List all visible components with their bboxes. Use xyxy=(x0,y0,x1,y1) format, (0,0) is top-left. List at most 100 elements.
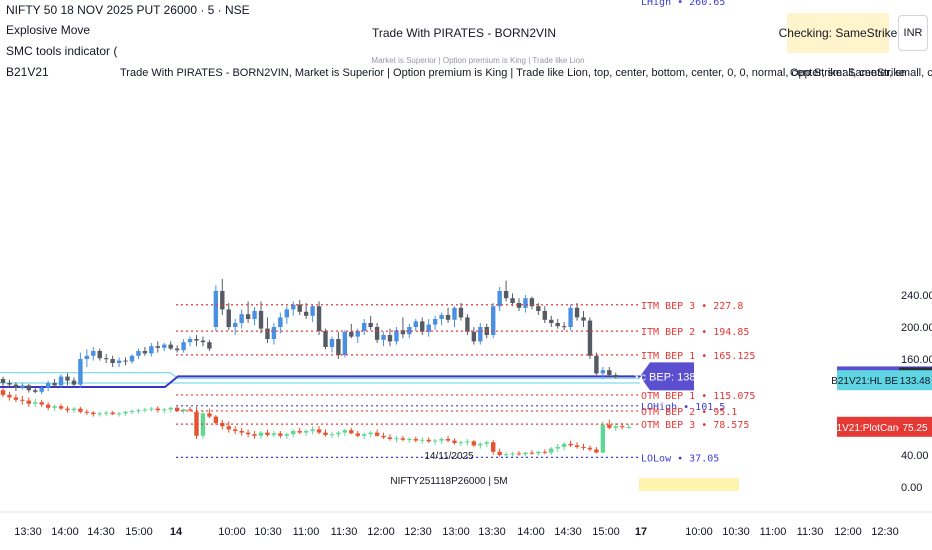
plot-candle-body xyxy=(407,439,412,440)
plot-candle-body xyxy=(536,451,541,454)
plot-candle-body xyxy=(355,433,360,436)
plot-candle-body xyxy=(0,390,6,395)
main-candle-body xyxy=(432,319,438,325)
date-label: 14/11/2025 xyxy=(424,451,474,462)
main-candle-body xyxy=(181,342,186,351)
y-tick-label: 200.00 xyxy=(901,322,932,334)
main-candle-body xyxy=(200,340,206,343)
plot-candle-body xyxy=(252,434,257,436)
main-candle-body xyxy=(374,327,380,340)
main-candle-body xyxy=(471,331,477,342)
plot-candle-body xyxy=(626,427,631,428)
plot-candle-body xyxy=(381,435,386,438)
main-candle-body xyxy=(291,304,296,310)
plot-candle-body xyxy=(555,447,560,449)
plot-candle-body xyxy=(574,445,580,447)
plot-candle-body xyxy=(542,451,547,453)
main-candle-body xyxy=(278,317,283,327)
indicator-legend-explosive-move[interactable]: Explosive Move xyxy=(6,23,91,37)
price-tag-value-bg xyxy=(899,416,932,437)
x-tick-label: 14:00 xyxy=(51,526,79,538)
main-candle-body xyxy=(407,327,412,335)
main-candle-body xyxy=(581,317,586,321)
plot-candle-body xyxy=(181,409,186,411)
x-tick-label: 15:00 xyxy=(125,526,153,538)
y-tick-label: 0.00 xyxy=(901,482,922,494)
main-candle-body xyxy=(574,307,580,318)
main-candle-body xyxy=(323,331,328,347)
symbol-footer: NIFTY251118P26000 | 5M xyxy=(390,476,507,487)
plot-candle-body xyxy=(310,429,315,431)
main-candle-body xyxy=(368,323,373,327)
main-candle-body xyxy=(549,319,554,323)
main-candle-body xyxy=(252,311,257,319)
main-candle-body xyxy=(149,346,154,354)
plot-candle-body xyxy=(303,431,309,433)
main-candle-body xyxy=(110,359,115,363)
main-candle-body xyxy=(607,370,612,375)
plot-candle-body xyxy=(45,404,51,408)
level-label: ITM BEP 2 • 194.85 xyxy=(641,327,749,338)
x-tick-label: 12:00 xyxy=(367,526,395,538)
currency-button[interactable]: INR xyxy=(898,15,928,51)
plot-candle-body xyxy=(20,399,25,401)
x-tick-label: 10:00 xyxy=(685,526,713,538)
x-tick-label: 10:00 xyxy=(218,526,246,538)
main-candle-body xyxy=(91,351,96,356)
price-tag-name-bg xyxy=(837,416,899,437)
main-candle-body xyxy=(510,298,515,303)
plot-candle-body xyxy=(13,397,19,400)
plot-candle-body xyxy=(239,431,244,433)
main-candle-body xyxy=(523,298,528,308)
main-candle-body xyxy=(587,320,593,356)
main-candle-body xyxy=(116,360,122,363)
plot-candle-body xyxy=(123,411,128,414)
plot-candle-body xyxy=(568,443,573,446)
main-candle-body xyxy=(394,330,399,342)
main-candle-body xyxy=(65,376,70,381)
x-tick-label: 14:00 xyxy=(517,526,545,538)
indicator-legend-b21v21[interactable]: B21V21 xyxy=(6,65,49,79)
main-candle-body xyxy=(194,339,199,341)
plot-candle-body xyxy=(116,413,122,415)
x-tick-label: 11:30 xyxy=(797,526,824,538)
plot-candle-body xyxy=(471,441,477,446)
price-tag-value: 133.48 xyxy=(900,376,931,387)
x-tick-label: 13:30 xyxy=(14,526,42,538)
plot-candle-body xyxy=(52,406,57,408)
plot-candle-body xyxy=(413,439,418,441)
plot-candle-body xyxy=(174,407,180,411)
plot-candle-body xyxy=(187,409,193,411)
indicator-settings-text: Trade With PIRATES - BORN2VIN, Market is… xyxy=(120,67,932,79)
main-candle-body xyxy=(7,383,12,385)
main-candle-body xyxy=(207,342,212,349)
main-candle-body xyxy=(226,309,231,327)
plot-candle-body xyxy=(465,441,470,443)
x-tick-label: 15:00 xyxy=(592,526,620,538)
symbol-legend-title[interactable]: NIFTY 50 18 NOV 2025 PUT 26000 · 5 · NSE xyxy=(6,3,250,17)
main-candle-body xyxy=(355,331,360,337)
plot-candle-body xyxy=(7,395,12,398)
main-candle-body xyxy=(123,360,128,362)
plot-candle-body xyxy=(613,426,618,428)
indicator-legend-smc-tools[interactable]: SMC tools indicator ( xyxy=(6,44,118,58)
plot-candle-body xyxy=(523,452,528,455)
level-label: ITM BEP 1 • 165.125 xyxy=(641,351,755,362)
level-label: OTM BEP 1 • 115.075 xyxy=(641,391,755,402)
plot-candle-body xyxy=(162,409,167,411)
plot-candle-body xyxy=(129,411,135,412)
plot-candle-body xyxy=(297,431,302,433)
plot-candle-body xyxy=(316,429,322,433)
plot-candle-body xyxy=(245,432,251,435)
main-candle-body xyxy=(168,344,173,349)
main-candle-body xyxy=(13,384,19,388)
main-candle-body xyxy=(600,370,606,374)
plot-candle-body xyxy=(58,406,64,409)
plot-candle-body xyxy=(168,407,173,410)
x-tick-label: 13:00 xyxy=(442,526,470,538)
opp-strike-label: Opp Strike: SameStrike xyxy=(790,67,905,79)
main-candle-body xyxy=(297,304,302,312)
yc-bep-tag xyxy=(640,362,694,391)
plot-candle-body xyxy=(26,400,31,404)
